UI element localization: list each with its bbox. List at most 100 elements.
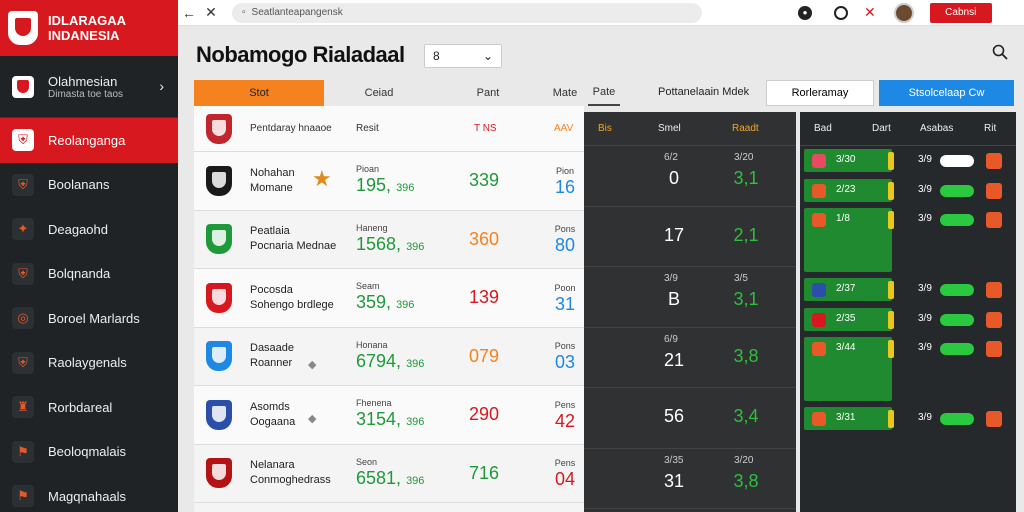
action-square-icon[interactable] bbox=[986, 282, 1002, 298]
table-row[interactable]: Nohahan Momane ★ Pioan 195, 396 339 Pion 16 bbox=[194, 152, 584, 211]
form-row[interactable]: 3/44 3/9 bbox=[800, 334, 1016, 404]
search-icon[interactable] bbox=[992, 44, 1008, 60]
table-row[interactable]: Pocosda Sohengo brdlege Seam 359, 396 139 Poo… bbox=[194, 269, 584, 328]
table-row[interactable]: Dasaade Roanner ◆ Honana 6794, 396 079 Pons 03 bbox=[194, 327, 584, 386]
form-green-cell bbox=[804, 307, 892, 331]
stat-secondary: 139 bbox=[468, 287, 500, 308]
col-header-team: Pentdaray hnaaoe bbox=[250, 123, 332, 134]
team-name-line2: Pocnaria Mednae bbox=[250, 240, 337, 253]
info-icon[interactable]: ● bbox=[798, 5, 812, 20]
team-name-line2: Sohengo brdlege bbox=[250, 298, 334, 311]
tab-ceiad[interactable]: Ceiad bbox=[364, 87, 394, 99]
stat-main-label: Pioan bbox=[356, 164, 380, 175]
stat-main-value: 6794, bbox=[356, 350, 402, 371]
stat-secondary: 079 bbox=[468, 345, 500, 366]
stats-col-raadt: Raadt bbox=[732, 123, 759, 134]
stats-row[interactable]: 56 3,4 bbox=[584, 388, 796, 449]
page-title: Nobamogo Rialadaal bbox=[196, 42, 405, 67]
stats-top: 3/35 bbox=[664, 454, 684, 466]
close-icon[interactable]: ✕ bbox=[205, 4, 217, 20]
team-badge-icon bbox=[812, 412, 826, 426]
settings-icon[interactable] bbox=[834, 5, 848, 20]
table-row[interactable]: Peatlaia Pocnaria Mednae Haneng 1568, 396 36… bbox=[194, 210, 584, 269]
sidebar-item[interactable]: ⛨ Reolanganga bbox=[0, 118, 178, 163]
account-shield-icon bbox=[12, 75, 34, 98]
form-bar bbox=[940, 284, 974, 296]
action-square-icon[interactable] bbox=[986, 411, 1002, 427]
team-badge-icon bbox=[812, 154, 826, 168]
table-header-row: Pentdaray hnaaoe Resit T NS AAV bbox=[194, 106, 584, 152]
stat-tertiary-value: 80 bbox=[554, 235, 576, 256]
tab-pant[interactable]: Pant bbox=[476, 87, 500, 99]
tab-stot[interactable]: Stot bbox=[194, 80, 324, 106]
stats-green-value: 3,1 bbox=[733, 168, 759, 188]
action-square-icon[interactable] bbox=[986, 311, 1002, 328]
stat-tertiary: Pens 04 bbox=[550, 457, 580, 489]
primary-action-button[interactable]: Stsolcelaap Cw bbox=[879, 80, 1014, 106]
action-square-icon[interactable] bbox=[986, 212, 1002, 228]
season-select[interactable]: 8 ⌄ bbox=[424, 44, 502, 68]
top-action-button[interactable]: Cabnsi bbox=[929, 2, 992, 23]
stats-row[interactable]: 3/35 31 3/20 3,8 bbox=[584, 449, 796, 509]
stats-green-top: 3/20 bbox=[734, 454, 754, 466]
sidebar-item[interactable]: ⚑ Magqnahaals bbox=[0, 474, 178, 512]
stats-row[interactable]: 17 2,1 bbox=[584, 207, 796, 267]
stats-top: 3/9 bbox=[664, 273, 678, 284]
form-row[interactable]: 3/30 3/9 bbox=[800, 146, 1016, 176]
sidebar-item[interactable]: ⛨ Boolanans bbox=[0, 163, 178, 208]
sidebar-item[interactable]: ◎ Boroel Marlards bbox=[0, 296, 178, 341]
form-row[interactable]: 2/35 3/9 bbox=[800, 305, 1016, 335]
table-row[interactable]: Asomds Oogaana ◆ Fhenena 3154, 396 290 Pens 42 bbox=[194, 386, 584, 445]
stats-row[interactable]: 3/9 B 3/5 3,1 bbox=[584, 267, 796, 328]
sidebar-item[interactable]: ⛨ Bolqnanda bbox=[0, 252, 178, 297]
stats-value: 17 bbox=[663, 224, 685, 245]
stats-green-value: 3,8 bbox=[733, 470, 759, 491]
dismiss-icon[interactable]: ✕ bbox=[864, 4, 876, 20]
stat-main-label: Seam bbox=[356, 281, 380, 292]
form-row[interactable]: 1/8 3/9 bbox=[800, 205, 1016, 275]
stat-main-sub: 396 bbox=[396, 299, 415, 312]
sidebar-account[interactable]: Olahmesian Dimasta toe taos › bbox=[0, 56, 178, 118]
sidebar-item[interactable]: ♜ Rorbdareal bbox=[0, 385, 178, 430]
team-name-line2: Oogaana bbox=[250, 415, 296, 428]
sidebar-item[interactable]: ✦ Deagaohd bbox=[0, 207, 178, 252]
lock-icon: ▫ bbox=[242, 7, 246, 18]
form-col-rit: Rit bbox=[984, 123, 997, 134]
stats-row[interactable]: 6/9 21 3,8 bbox=[584, 328, 796, 388]
form-bar bbox=[940, 184, 974, 197]
tab-mate[interactable]: Mate bbox=[552, 87, 578, 99]
filter-button[interactable]: Rorleramay bbox=[766, 80, 874, 106]
shield-icon: ⛨ bbox=[12, 173, 34, 196]
action-square-icon[interactable] bbox=[986, 153, 1002, 169]
action-square-icon[interactable] bbox=[986, 341, 1002, 357]
chevron-right-icon[interactable]: › bbox=[159, 78, 164, 94]
stats-row[interactable]: 6/2 0 3/20 3,1 bbox=[584, 146, 796, 207]
indicator-icon bbox=[888, 281, 894, 299]
team-name-line1: Asomds bbox=[250, 400, 290, 413]
stat-main: Haneng 1568, 396 bbox=[356, 222, 424, 257]
stat-tertiary-label: Pens bbox=[554, 399, 576, 410]
form-col-bad: Bad bbox=[814, 123, 832, 134]
tab-right-label[interactable]: Pottanelaain Mdek bbox=[658, 86, 750, 98]
form-header: Bad Dart Asabas Rit bbox=[800, 112, 1016, 146]
brand[interactable]: IDLARAGAA INDANESIA bbox=[0, 0, 178, 56]
team-name-line1: Nelanara bbox=[250, 459, 295, 472]
form-row[interactable]: 3/31 3/9 bbox=[800, 404, 1016, 434]
form-row[interactable]: 2/23 3/9 bbox=[800, 176, 1016, 206]
avatar[interactable] bbox=[893, 2, 914, 23]
tab-pate[interactable]: Pate bbox=[588, 80, 620, 106]
back-arrow-icon[interactable]: ← bbox=[182, 4, 196, 21]
url-bar[interactable]: ▫ Seatlanteapangensk bbox=[232, 2, 702, 23]
indicator-icon bbox=[888, 181, 894, 200]
sidebar-item[interactable]: ⛨ Raolaygenals bbox=[0, 341, 178, 386]
star-icon: ★ bbox=[312, 166, 332, 191]
action-square-icon[interactable] bbox=[986, 182, 1002, 199]
sidebar-item[interactable]: ⚑ Beoloqmalais bbox=[0, 430, 178, 475]
form-row[interactable]: 2/37 3/9 bbox=[800, 275, 1016, 305]
stat-tertiary-label: Pion bbox=[555, 165, 574, 176]
shield-icon: ⛨ bbox=[12, 129, 34, 152]
stats-value: 31 bbox=[663, 470, 685, 491]
sidebar-item-label: Rorbdareal bbox=[48, 399, 113, 415]
col-header-result: Resit bbox=[356, 123, 379, 134]
table-row[interactable]: Nelanara Conmoghedrass Seon 6581, 396 716 Pen… bbox=[194, 444, 584, 503]
